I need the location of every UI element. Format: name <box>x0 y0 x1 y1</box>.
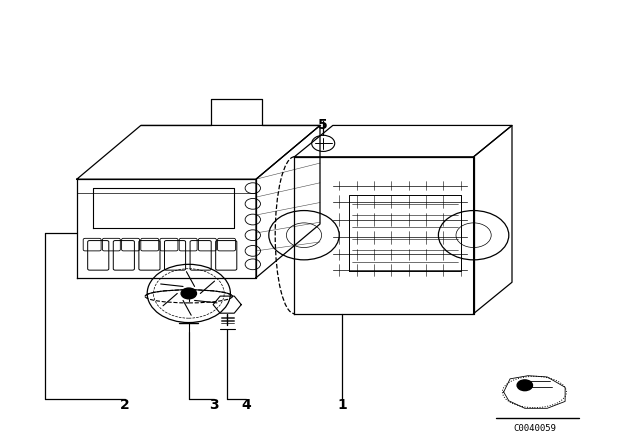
Text: 2: 2 <box>120 398 130 413</box>
Text: 5: 5 <box>318 118 328 133</box>
Circle shape <box>181 288 196 299</box>
Circle shape <box>517 380 532 391</box>
Text: C0040059: C0040059 <box>513 424 556 433</box>
Text: 1: 1 <box>337 398 348 413</box>
Text: 4: 4 <box>241 398 252 413</box>
Text: 3: 3 <box>209 398 220 413</box>
